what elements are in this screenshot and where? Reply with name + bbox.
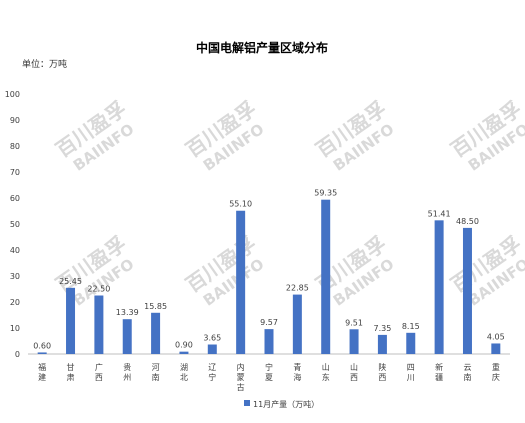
- value-label: 59.35: [314, 189, 337, 198]
- bar: [179, 351, 189, 354]
- category-label: 青海: [293, 362, 301, 382]
- category-label: 陕西: [378, 362, 386, 382]
- bar: [349, 329, 359, 354]
- y-tick-label: 50: [10, 220, 20, 229]
- legend: 11月产量（万吨）: [244, 399, 319, 409]
- category-label: 云南: [463, 363, 471, 382]
- legend-swatch: [244, 400, 250, 406]
- y-axis: 0 10 20 30 40 50 60 70 80 90 100: [5, 90, 20, 359]
- value-label: 8.15: [402, 322, 420, 331]
- bar: [292, 294, 302, 354]
- chart-title: 中国电解铝产量区域分布: [196, 40, 328, 55]
- value-label: 22.85: [286, 284, 309, 293]
- legend-label: 11月产量（万吨）: [253, 399, 319, 409]
- category-label: 山东: [322, 362, 330, 382]
- category-label: 辽宁: [208, 363, 216, 382]
- bar: [264, 329, 274, 354]
- bar: [94, 295, 104, 354]
- y-tick-label: 40: [10, 246, 20, 255]
- category-label: 重庆: [492, 362, 500, 382]
- category-label: 内蒙古: [237, 362, 245, 392]
- value-label: 7.35: [374, 324, 392, 333]
- category-label: 贵州: [123, 362, 131, 382]
- value-label: 48.50: [456, 217, 479, 226]
- bars: [37, 199, 501, 354]
- category-label: 甘肃: [67, 362, 75, 382]
- bar: [66, 287, 76, 354]
- y-tick-label: 70: [10, 168, 20, 177]
- bar: [321, 199, 331, 354]
- y-tick-label: 80: [10, 142, 20, 151]
- category-label: 四川: [407, 363, 415, 382]
- value-label: 25.45: [59, 277, 82, 286]
- value-label: 22.50: [87, 285, 110, 294]
- category-label: 湖北: [180, 363, 188, 382]
- category-label: 福建: [38, 363, 46, 382]
- category-label: 山西: [350, 362, 358, 382]
- value-label: 55.10: [229, 200, 252, 209]
- bar: [207, 344, 217, 354]
- bar: [122, 319, 132, 354]
- bar: [151, 312, 161, 354]
- category-label: 河南: [152, 362, 160, 382]
- y-tick-label: 30: [10, 272, 20, 281]
- value-label: 13.39: [116, 308, 139, 317]
- value-label: 9.57: [260, 318, 278, 327]
- y-tick-label: 10: [10, 324, 20, 333]
- bar: [462, 227, 472, 354]
- bar: [37, 352, 47, 354]
- unit-label: 单位：万吨: [22, 58, 67, 70]
- bar: [491, 343, 501, 354]
- value-label: 0.60: [33, 341, 51, 350]
- value-label: 4.05: [487, 332, 505, 341]
- value-label: 9.51: [345, 318, 363, 327]
- value-label: 51.41: [428, 209, 451, 218]
- bar: [434, 220, 444, 354]
- y-tick-label: 90: [10, 116, 20, 125]
- value-labels: 0.60 25.45 22.50 13.39 15.85 0.90 3.65 55.10 9.5…: [33, 189, 504, 351]
- y-tick-label: 60: [10, 194, 20, 203]
- value-label: 15.85: [144, 302, 167, 311]
- value-label: 0.90: [175, 341, 193, 350]
- bar: [236, 210, 246, 354]
- y-tick-label: 0: [15, 350, 20, 359]
- y-tick-label: 20: [10, 298, 20, 307]
- y-tick-label: 100: [5, 90, 20, 99]
- category-label: 广西: [95, 362, 103, 382]
- category-label: 宁夏: [265, 362, 273, 382]
- category-label: 新疆: [435, 362, 443, 382]
- bar: [377, 334, 387, 354]
- value-label: 3.65: [203, 334, 221, 343]
- bar: [406, 332, 416, 354]
